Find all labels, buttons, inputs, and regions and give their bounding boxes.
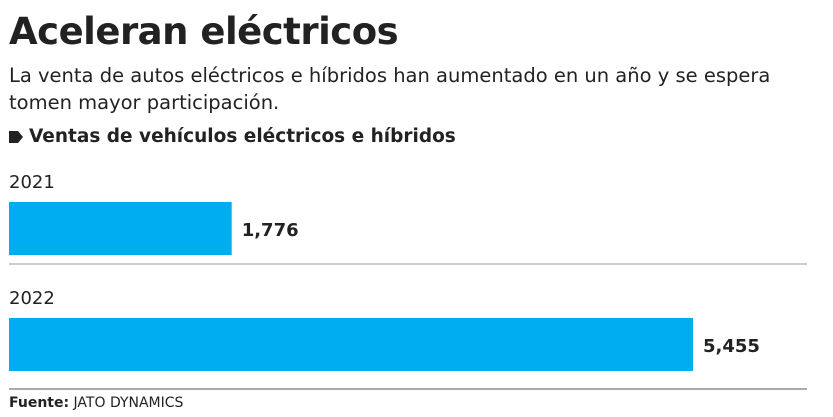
title: Aceleran eléctricos	[9, 10, 399, 53]
label-icon	[9, 130, 23, 143]
source-text: JATO DYNAMICS	[73, 395, 184, 411]
source: Fuente: JATO DYNAMICS	[9, 395, 183, 411]
value-label: 5,455	[703, 336, 760, 357]
source-label: Fuente:	[9, 395, 70, 411]
chart-label: Ventas de vehículos eléctricos e híbrido…	[29, 126, 456, 147]
chart-label-row: Ventas de vehículos eléctricos e híbrido…	[9, 126, 456, 147]
category-label: 2021	[9, 172, 55, 193]
subtitle: La venta de autos eléctricos e híbridos …	[9, 64, 771, 114]
bar	[9, 318, 693, 371]
category-label: 2022	[9, 288, 55, 309]
bar	[9, 202, 232, 255]
value-label: 1,776	[242, 220, 299, 241]
